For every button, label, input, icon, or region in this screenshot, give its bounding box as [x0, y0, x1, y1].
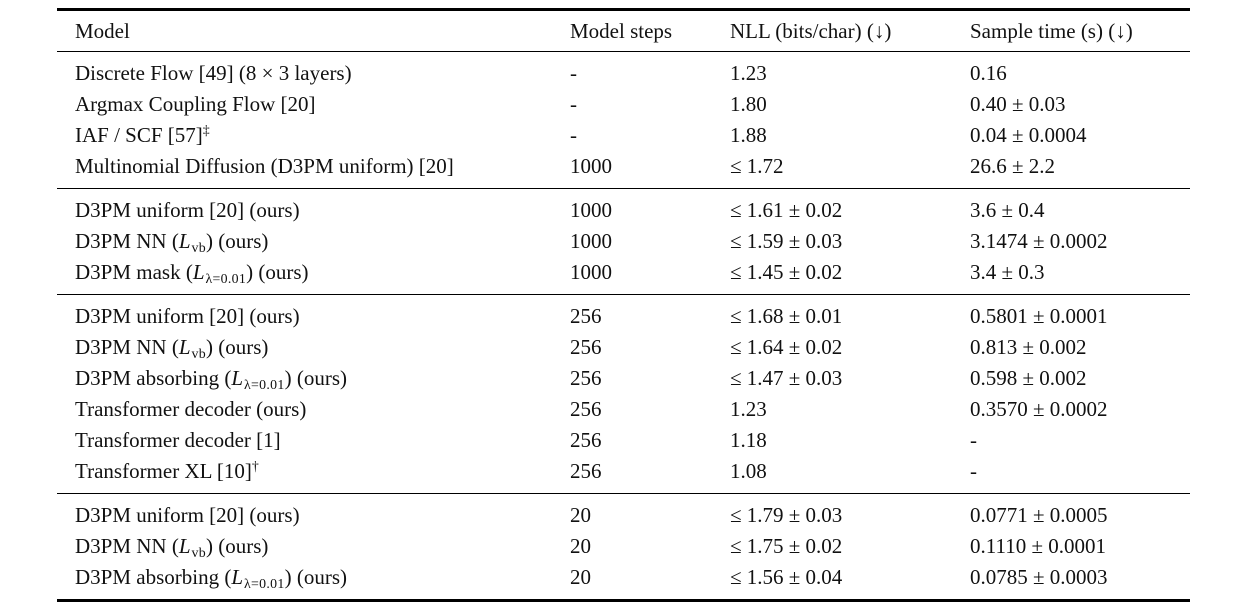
model-cell: D3PM mask (Lλ=0.01) (ours)	[75, 260, 309, 286]
column-header-sample-time: Sample time (s) (↓)	[970, 9, 1190, 52]
table-row: D3PM mask (Lλ=0.01) (ours) 1000 ≤ 1.45 ± 0…	[57, 257, 1190, 295]
table-group: D3PM uniform [20] (ours) 256 ≤ 1.68 ± 0.01…	[57, 294, 1190, 494]
table-row: D3PM uniform [20] (ours) 20 ≤ 1.79 ± 0.03 0…	[57, 494, 1190, 532]
nll-cell: ≤ 1.64 ± 0.02	[730, 335, 843, 359]
column-header-model-steps: Model steps	[570, 9, 730, 52]
steps-cell: -	[570, 61, 577, 85]
steps-cell: 20	[570, 534, 591, 558]
sample-time-cell: 0.04 ± 0.0004	[970, 123, 1087, 147]
table-group: D3PM uniform [20] (ours) 20 ≤ 1.79 ± 0.03 0…	[57, 493, 1190, 601]
steps-cell: 1000	[570, 260, 612, 284]
table-row: Multinomial Diffusion (D3PM uniform) [20…	[57, 151, 1190, 189]
table-row: D3PM absorbing (Lλ=0.01) (ours) 20 ≤ 1.56 …	[57, 562, 1190, 601]
sample-time-cell: 0.16	[970, 61, 1007, 85]
table-row: Transformer decoder (ours) 256 1.23 0.3570 …	[57, 394, 1190, 425]
nll-cell: ≤ 1.45 ± 0.02	[730, 260, 843, 284]
steps-cell: 1000	[570, 154, 612, 178]
nll-cell: 1.18	[730, 428, 767, 452]
steps-cell: 256	[570, 304, 602, 328]
table-row: Transformer decoder [1] 256 1.18 -	[57, 425, 1190, 456]
model-cell: Multinomial Diffusion (D3PM uniform) [20…	[75, 154, 454, 178]
table-header: Model Model steps NLL (bits/char) (↓) Sa…	[57, 9, 1190, 52]
sample-time-cell: 0.1110 ± 0.0001	[970, 534, 1106, 558]
nll-cell: ≤ 1.61 ± 0.02	[730, 198, 843, 222]
sample-time-cell: 26.6 ± 2.2	[970, 154, 1056, 178]
model-cell: D3PM uniform [20] (ours)	[75, 503, 300, 527]
model-cell: D3PM uniform [20] (ours)	[75, 198, 300, 222]
table-row: D3PM uniform [20] (ours) 256 ≤ 1.68 ± 0.01…	[57, 295, 1190, 333]
sample-time-cell: 3.6 ± 0.4	[970, 198, 1045, 222]
sample-time-cell: 3.1474 ± 0.0002	[970, 229, 1108, 253]
table-row: D3PM NN (Lvb) (ours) 256 ≤ 1.64 ± 0.02 0.81…	[57, 332, 1190, 363]
table-row: D3PM absorbing (Lλ=0.01) (ours) 256 ≤ 1.47…	[57, 363, 1190, 394]
steps-cell: 20	[570, 503, 591, 527]
steps-cell: 256	[570, 366, 602, 390]
steps-cell: 1000	[570, 229, 612, 253]
nll-cell: 1.88	[730, 123, 767, 147]
sample-time-cell: -	[970, 459, 977, 483]
model-cell: Transformer XL [10]†	[75, 458, 259, 483]
nll-cell: ≤ 1.47 ± 0.03	[730, 366, 843, 390]
nll-cell: 1.23	[730, 397, 767, 421]
model-cell: D3PM uniform [20] (ours)	[75, 304, 300, 328]
table-group: Discrete Flow [49] (8 × 3 layers) - 1.23 0.…	[57, 51, 1190, 189]
steps-cell: 256	[570, 335, 602, 359]
steps-cell: 20	[570, 565, 591, 589]
column-header-nll: NLL (bits/char) (↓)	[730, 9, 970, 52]
steps-cell: 256	[570, 459, 602, 483]
table-row: D3PM NN (Lvb) (ours) 20 ≤ 1.75 ± 0.02 0.111…	[57, 531, 1190, 562]
model-cell: Transformer decoder (ours)	[75, 397, 307, 421]
sample-time-cell: 0.0771 ± 0.0005	[970, 503, 1108, 527]
nll-cell: ≤ 1.68 ± 0.01	[730, 304, 843, 328]
model-cell: D3PM absorbing (Lλ=0.01) (ours)	[75, 366, 348, 392]
sample-time-cell: 0.598 ± 0.002	[970, 366, 1087, 390]
sample-time-cell: 0.0785 ± 0.0003	[970, 565, 1108, 589]
steps-cell: 256	[570, 428, 602, 452]
nll-cell: ≤ 1.72	[730, 154, 784, 178]
nll-cell: ≤ 1.75 ± 0.02	[730, 534, 843, 558]
sample-time-cell: 0.40 ± 0.03	[970, 92, 1066, 116]
nll-cell: ≤ 1.56 ± 0.04	[730, 565, 843, 589]
model-cell: Transformer decoder [1]	[75, 428, 281, 452]
sample-time-cell: 3.4 ± 0.3	[970, 260, 1045, 284]
steps-cell: -	[570, 123, 577, 147]
results-table: Model Model steps NLL (bits/char) (↓) Sa…	[57, 8, 1190, 602]
sample-time-cell: 0.3570 ± 0.0002	[970, 397, 1108, 421]
nll-cell: ≤ 1.79 ± 0.03	[730, 503, 843, 527]
nll-cell: 1.80	[730, 92, 767, 116]
table-row: Discrete Flow [49] (8 × 3 layers) - 1.23 0.…	[57, 52, 1190, 90]
model-cell: D3PM NN (Lvb) (ours)	[75, 534, 269, 560]
nll-cell: 1.23	[730, 61, 767, 85]
table-group: D3PM uniform [20] (ours) 1000 ≤ 1.61 ± 0.0…	[57, 188, 1190, 295]
steps-cell: 1000	[570, 198, 612, 222]
table-row: IAF / SCF [57]‡ - 1.88 0.04 ± 0.0004	[57, 120, 1190, 151]
sample-time-cell: -	[970, 428, 977, 452]
table-row: D3PM uniform [20] (ours) 1000 ≤ 1.61 ± 0.0…	[57, 189, 1190, 227]
sample-time-cell: 0.5801 ± 0.0001	[970, 304, 1108, 328]
model-cell: D3PM NN (Lvb) (ours)	[75, 229, 269, 255]
column-header-model: Model	[57, 9, 570, 52]
model-cell: Discrete Flow [49] (8 × 3 layers)	[75, 61, 352, 85]
header-row: Model Model steps NLL (bits/char) (↓) Sa…	[57, 9, 1190, 52]
table-row: Transformer XL [10]† 256 1.08 -	[57, 456, 1190, 494]
sample-time-cell: 0.813 ± 0.002	[970, 335, 1087, 359]
model-cell: D3PM absorbing (Lλ=0.01) (ours)	[75, 565, 348, 591]
nll-cell: 1.08	[730, 459, 767, 483]
steps-cell: -	[570, 92, 577, 116]
model-cell: Argmax Coupling Flow [20]	[75, 92, 316, 116]
steps-cell: 256	[570, 397, 602, 421]
table-row: Argmax Coupling Flow [20] - 1.80 0.40 ± 0.0…	[57, 89, 1190, 120]
model-cell: D3PM NN (Lvb) (ours)	[75, 335, 269, 361]
model-cell: IAF / SCF [57]‡	[75, 122, 210, 147]
table-row: D3PM NN (Lvb) (ours) 1000 ≤ 1.59 ± 0.03 3.1…	[57, 226, 1190, 257]
nll-cell: ≤ 1.59 ± 0.03	[730, 229, 843, 253]
